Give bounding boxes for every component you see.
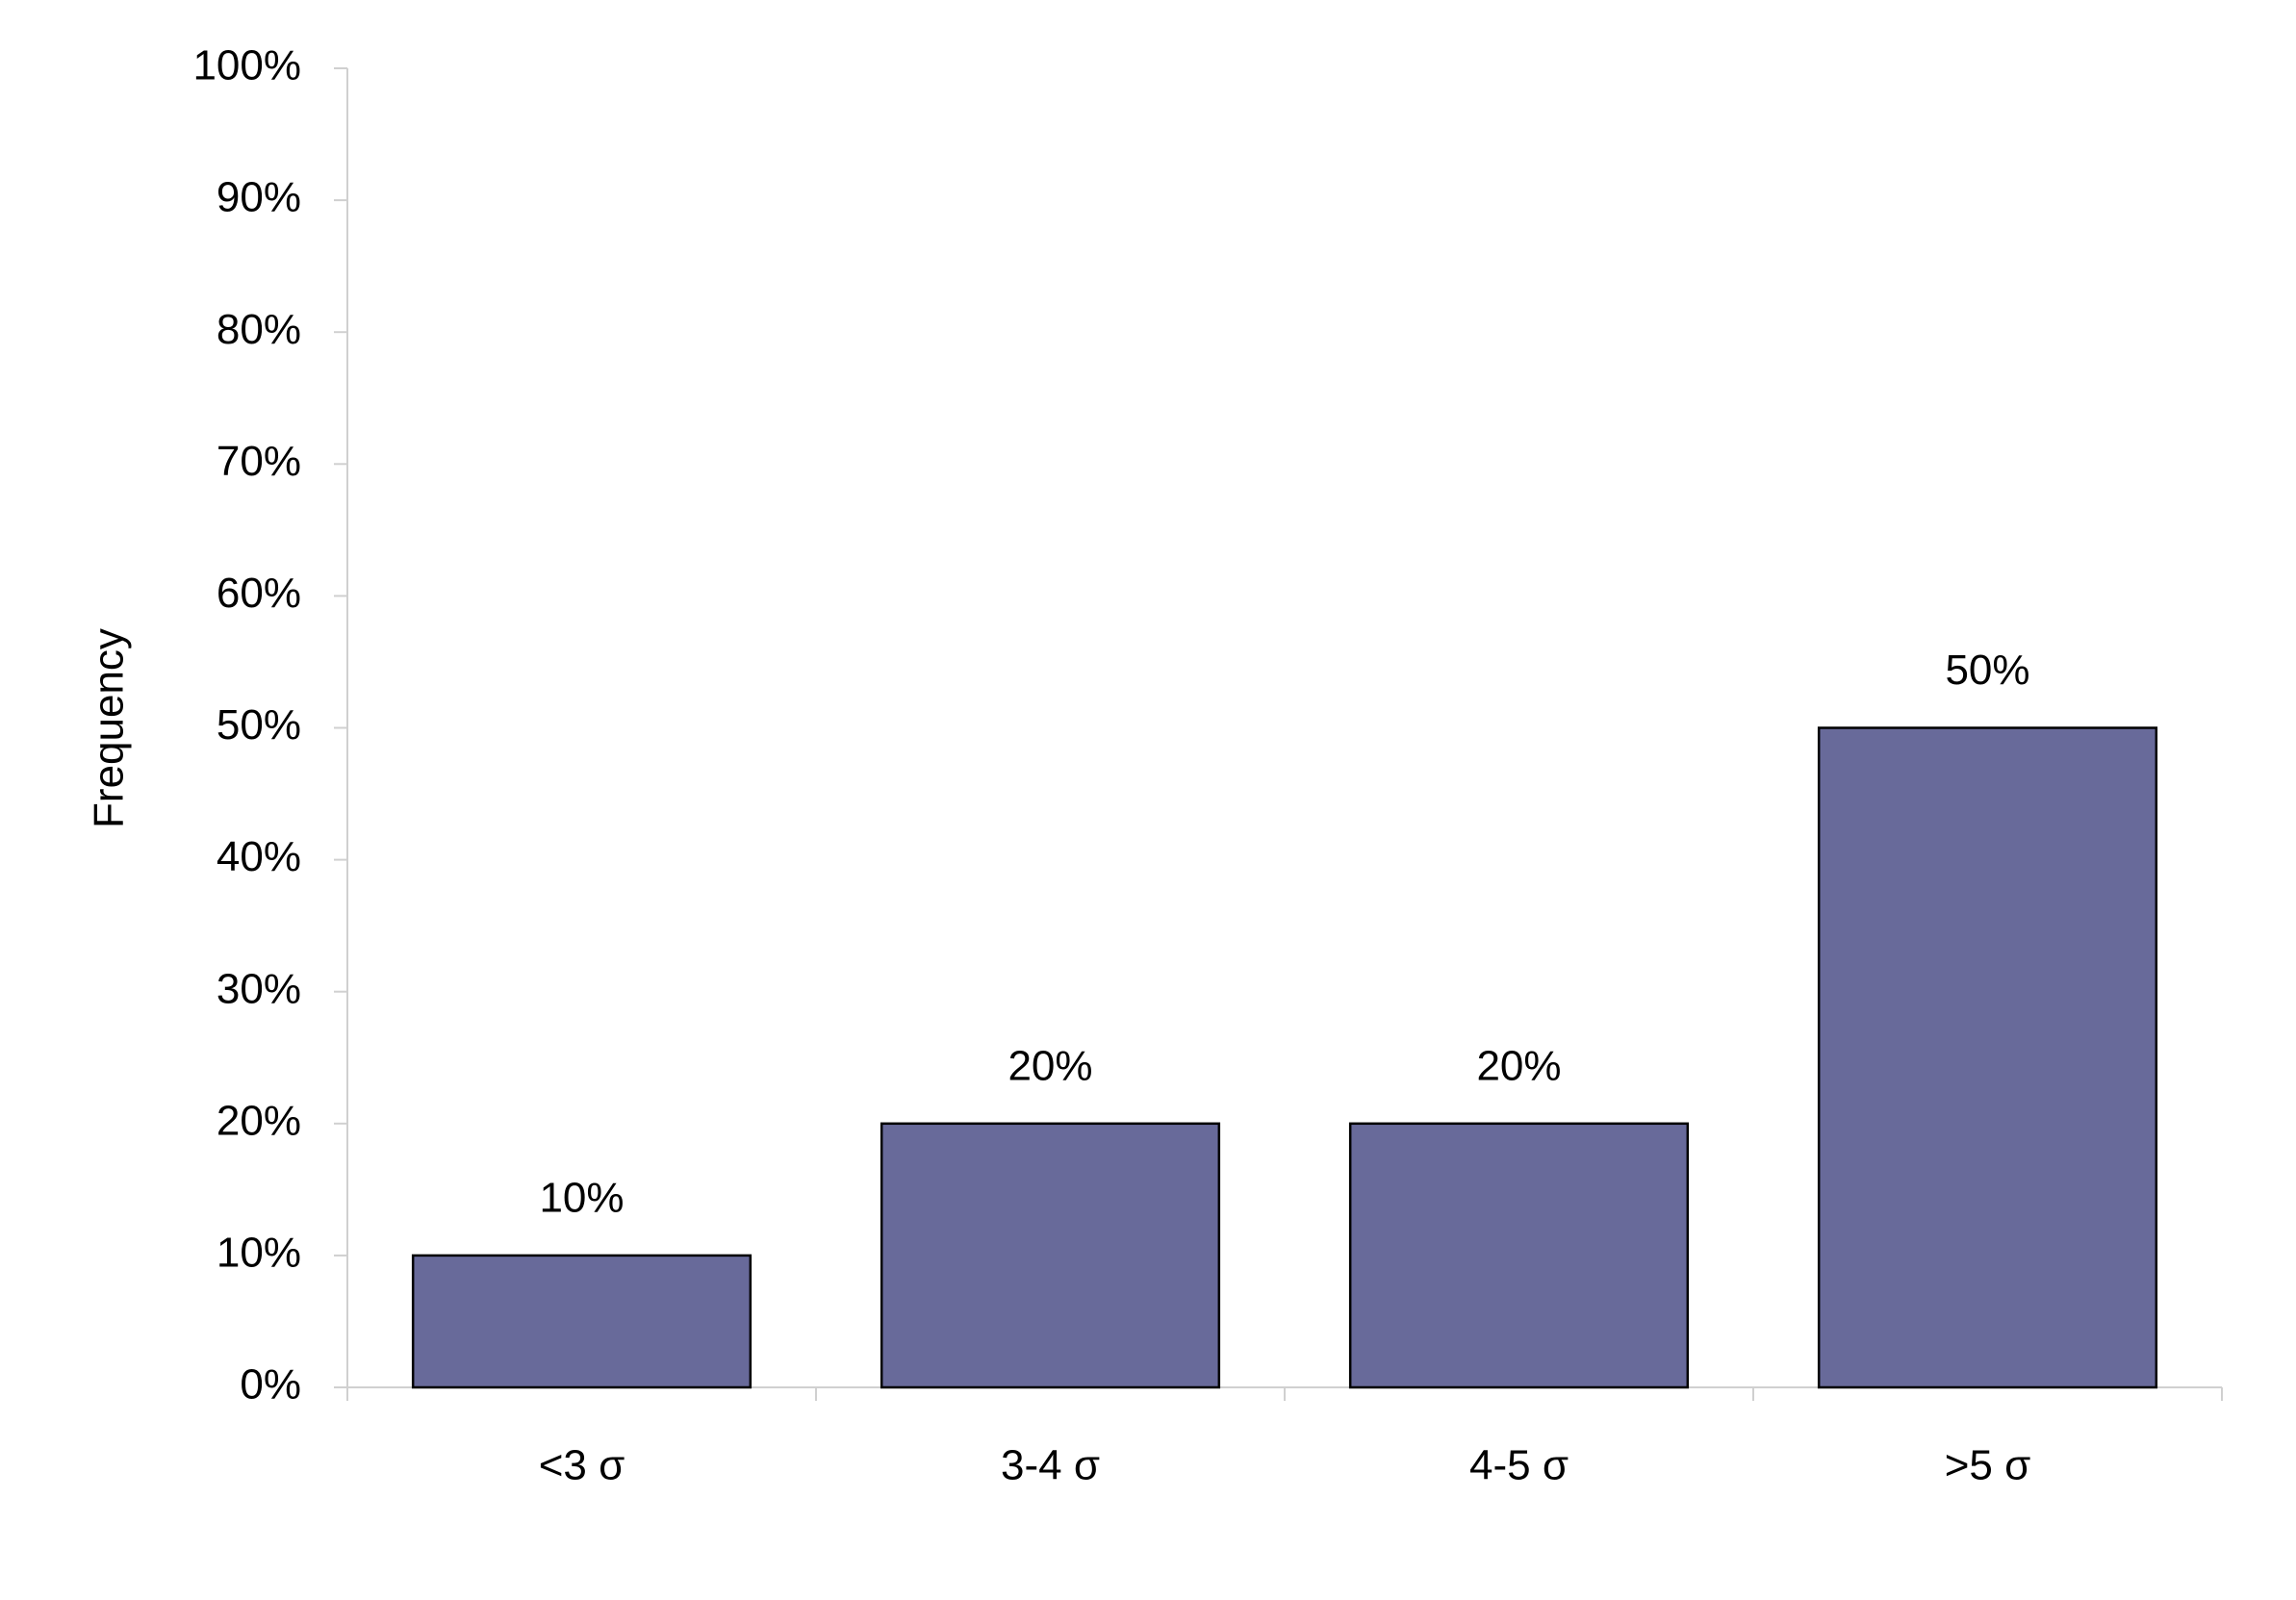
bar: [411, 1254, 753, 1389]
bar: [1348, 1122, 1690, 1389]
y-tick-label: 40%: [217, 833, 301, 880]
y-tick-label: 20%: [217, 1097, 301, 1144]
y-tick-label: 90%: [217, 174, 301, 221]
y-axis-label: Frequency: [86, 628, 133, 828]
y-tick-label: 50%: [217, 701, 301, 749]
x-tick-label: 4-5 σ: [1469, 1442, 1569, 1489]
y-tick-label: 60%: [217, 570, 301, 617]
y-tick-label: 30%: [217, 965, 301, 1012]
y-tick-label: 10%: [217, 1230, 301, 1277]
x-tick-label: 3-4 σ: [1001, 1442, 1100, 1489]
y-tick-label: 100%: [192, 42, 301, 89]
x-tick-label: <3 σ: [539, 1442, 625, 1489]
bar: [880, 1122, 1221, 1389]
y-tick-label: 70%: [217, 438, 301, 485]
value-label: 50%: [1945, 647, 2029, 694]
y-tick-label: 0%: [240, 1361, 301, 1409]
bar: [1817, 726, 2158, 1389]
x-tick-label: >5 σ: [1945, 1442, 2031, 1489]
y-tick-label: 80%: [217, 306, 301, 353]
value-label: 10%: [539, 1175, 624, 1222]
value-label: 20%: [1476, 1042, 1561, 1089]
value-label: 20%: [1008, 1042, 1092, 1089]
